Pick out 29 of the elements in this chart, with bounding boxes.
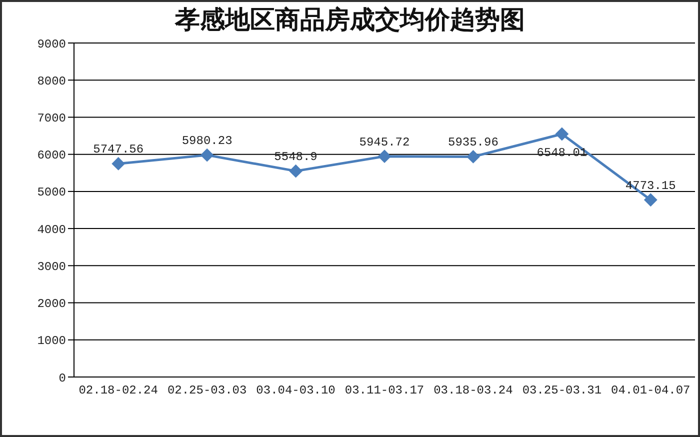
point [644,193,658,206]
data-label: 5980.23 [182,134,232,148]
point [555,127,568,140]
y-tick-label: 1000 [37,334,66,348]
point [200,148,214,162]
data-label: 5747.56 [93,142,144,157]
chart-title: 孝感地区商品房成交均价趋势图 [174,5,526,35]
y-tick-label: 8000 [37,74,66,88]
y-tick-label: 9000 [37,37,66,52]
y-tick-label: 0 [58,371,66,386]
y-tick-label: 3000 [37,260,66,274]
y-tick-label: 4000 [37,222,66,237]
x-tick-label: 04.01-04.07 [611,384,690,398]
x-tick-label: 02.25-03.03 [167,384,247,398]
y-tick-label: 5000 [37,186,66,200]
x-tick-label: 03.04-03.10 [256,384,336,398]
x-tick-label: 03.11-03.17 [344,384,424,398]
point [378,150,391,163]
x-tick-label: 02.18-02.24 [78,384,158,398]
y-tick-label: 6000 [37,148,66,163]
y-tick-label: 7000 [37,111,66,126]
point [289,164,302,178]
data-label: 5945.72 [359,135,410,150]
x-tick-label: 03.25-03.31 [522,384,602,398]
point [466,150,480,164]
x-tick-label: 03.18-03.24 [434,384,513,398]
data-label: 5935.96 [448,136,498,150]
y-tick-label: 2000 [37,297,66,312]
point [112,157,125,170]
